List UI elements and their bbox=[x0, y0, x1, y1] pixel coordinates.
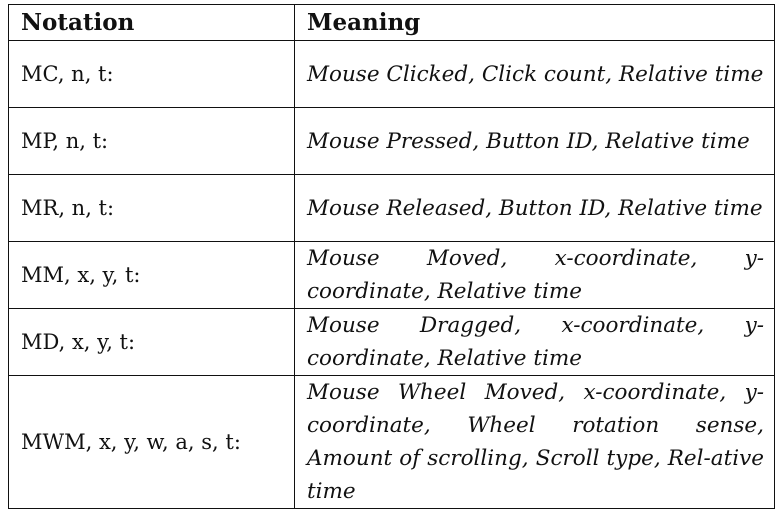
table-row: MP, n, t: Mouse Pressed, Button ID, Rela… bbox=[8, 107, 775, 175]
meaning-cell: Mouse Wheel Moved, x-coordinate, y-coord… bbox=[294, 375, 775, 509]
meaning-cell: Mouse Clicked, Click count, Relative tim… bbox=[294, 40, 775, 108]
notation-table-container: Notation Meaning MC, n, t: Mouse Clicked… bbox=[8, 4, 775, 509]
table-row: MR, n, t: Mouse Released, Button ID, Rel… bbox=[8, 174, 775, 242]
table-header-row: Notation Meaning bbox=[8, 4, 775, 41]
notation-cell: MC, n, t: bbox=[8, 40, 295, 108]
notation-cell: MM, x, y, t: bbox=[8, 241, 295, 309]
table-row: MD, x, y, t: Mouse Dragged, x-coordinate… bbox=[8, 308, 775, 376]
table-row: MM, x, y, t: Mouse Moved, x-coordinate, … bbox=[8, 241, 775, 309]
header-meaning: Meaning bbox=[294, 4, 775, 41]
notation-cell: MP, n, t: bbox=[8, 107, 295, 175]
meaning-cell: Mouse Pressed, Button ID, Relative time bbox=[294, 107, 775, 175]
notation-cell: MWM, x, y, w, a, s, t: bbox=[8, 375, 295, 509]
notation-table: Notation Meaning MC, n, t: Mouse Clicked… bbox=[8, 4, 775, 509]
table-row: MC, n, t: Mouse Clicked, Click count, Re… bbox=[8, 40, 775, 108]
notation-cell: MD, x, y, t: bbox=[8, 308, 295, 376]
notation-cell: MR, n, t: bbox=[8, 174, 295, 242]
table-row: MWM, x, y, w, a, s, t: Mouse Wheel Moved… bbox=[8, 375, 775, 509]
meaning-cell: Mouse Released, Button ID, Relative time bbox=[294, 174, 775, 242]
meaning-cell: Mouse Dragged, x-coordinate, y-coordinat… bbox=[294, 308, 775, 376]
header-notation: Notation bbox=[8, 4, 295, 41]
meaning-cell: Mouse Moved, x-coordinate, y-coordinate,… bbox=[294, 241, 775, 309]
